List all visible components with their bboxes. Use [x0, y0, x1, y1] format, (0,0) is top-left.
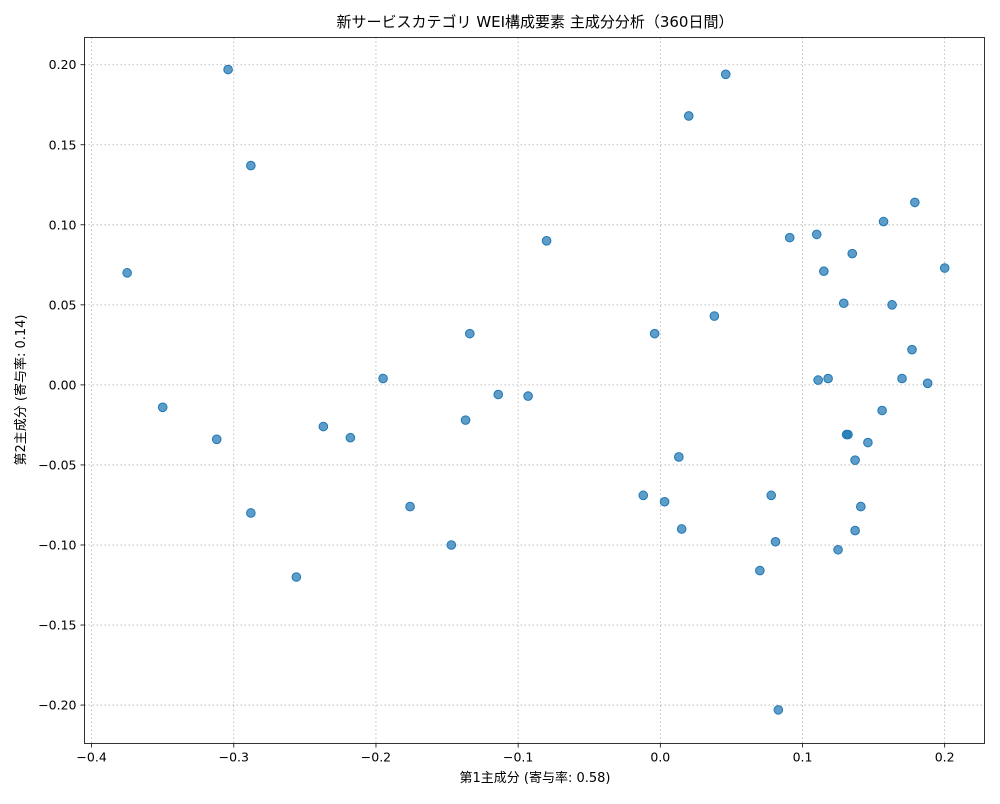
- x-tick-label: −0.2: [361, 750, 391, 765]
- data-point: [460, 415, 471, 425]
- data-point: [246, 508, 256, 518]
- ticks-layer: −0.4 −0.3 −0.2 −0.1 0.0 0.1 0.2 −0.20 −0.15 −0.10…: [38, 57, 954, 764]
- data-point: [211, 434, 222, 445]
- data-point: [907, 344, 917, 355]
- data-point: [709, 311, 720, 321]
- data-point: [465, 328, 475, 339]
- data-point: [720, 69, 731, 80]
- data-point: [493, 389, 504, 400]
- data-point: [856, 501, 866, 512]
- data-point: [345, 432, 356, 443]
- y-tick-label: −0.20: [38, 698, 76, 713]
- data-point: [838, 298, 849, 309]
- data-point: [157, 402, 168, 413]
- data-point: [910, 197, 920, 208]
- data-point: [847, 248, 858, 259]
- data-point: [843, 429, 853, 440]
- points-layer: [122, 64, 950, 715]
- y-tick-label: −0.15: [38, 618, 76, 633]
- data-point: [878, 216, 889, 227]
- y-tick-label: 0.05: [49, 297, 77, 312]
- data-point: [819, 266, 829, 277]
- data-point: [755, 565, 765, 576]
- y-tick-label: 0.15: [49, 137, 77, 152]
- data-point: [122, 268, 132, 278]
- chart-title: 新サービスカテゴリ WEI構成要素 主成分分析（360日間）: [337, 13, 734, 31]
- data-point: [770, 536, 781, 547]
- x-tick-label: 0.1: [793, 750, 813, 765]
- data-point: [784, 232, 795, 243]
- x-tick-label: 0.0: [650, 750, 670, 765]
- grid-layer: [84, 37, 985, 744]
- x-tick-label: −0.4: [76, 750, 106, 765]
- data-point: [523, 391, 533, 401]
- data-point: [318, 421, 329, 432]
- plot-frame: [84, 37, 985, 744]
- data-point: [659, 496, 670, 507]
- data-point: [773, 705, 784, 715]
- data-point: [922, 378, 933, 389]
- data-point: [863, 437, 873, 448]
- data-point: [897, 373, 907, 384]
- x-axis-label: 第1主成分 (寄与率: 0.58): [459, 770, 610, 786]
- data-point: [877, 405, 887, 416]
- data-point: [823, 373, 833, 384]
- x-tick-label: 0.2: [935, 750, 955, 765]
- data-point: [676, 524, 687, 534]
- data-point: [223, 64, 233, 75]
- data-point: [833, 544, 843, 555]
- data-point: [811, 229, 822, 240]
- data-point: [813, 375, 823, 385]
- data-point: [674, 452, 684, 462]
- data-point: [850, 455, 860, 465]
- data-point: [405, 501, 415, 512]
- data-point: [887, 300, 897, 310]
- y-tick-label: 0.10: [49, 217, 77, 232]
- x-tick-label: −0.3: [219, 750, 249, 765]
- data-point: [541, 236, 552, 246]
- y-tick-label: −0.05: [38, 457, 76, 472]
- y-axis-label: 第2主成分 (寄与率: 0.14): [13, 314, 29, 465]
- data-point: [766, 490, 777, 501]
- x-tick-label: −0.1: [503, 750, 533, 765]
- data-point: [638, 490, 649, 501]
- data-point: [446, 540, 457, 550]
- y-tick-label: 0.00: [49, 377, 77, 392]
- data-point: [850, 525, 860, 536]
- data-point: [939, 263, 950, 273]
- y-tick-label: −0.10: [38, 537, 76, 552]
- data-point: [378, 373, 388, 384]
- data-point: [291, 572, 302, 582]
- data-point: [649, 328, 660, 339]
- y-tick-label: 0.20: [49, 57, 77, 72]
- data-point: [246, 160, 256, 171]
- data-point: [683, 111, 694, 121]
